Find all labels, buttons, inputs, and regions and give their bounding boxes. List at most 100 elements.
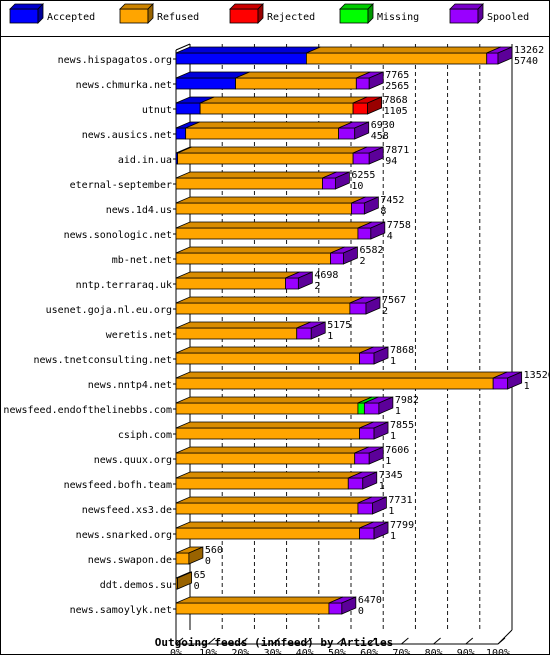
bar-top-refused xyxy=(175,271,300,279)
data-label-count: 458 xyxy=(371,131,389,142)
legend-swatch xyxy=(9,8,39,24)
x-tick-mark xyxy=(497,637,506,645)
data-label-total: 7758 xyxy=(387,220,411,231)
x-tick-mark xyxy=(175,637,184,645)
data-label-total: 7799 xyxy=(390,520,414,531)
data-label-total: 6930 xyxy=(371,120,395,131)
data-label-count: 0 xyxy=(358,606,364,617)
bar-side xyxy=(365,296,381,315)
x-tick-label: 60% xyxy=(360,648,378,655)
data-label-total: 6582 xyxy=(359,245,383,256)
data-label-count: 1 xyxy=(390,531,396,542)
bar-top-refused xyxy=(175,296,365,304)
bar-segment-spooled xyxy=(349,302,367,315)
data-label-total: 7868 xyxy=(384,95,408,106)
bar-side xyxy=(373,346,389,365)
bar-side xyxy=(343,246,358,265)
legend-swatch-top xyxy=(229,3,264,10)
bar-top-refused xyxy=(185,121,353,129)
bar-segment-refused xyxy=(175,327,298,340)
bar-segment-accepted xyxy=(175,102,201,115)
data-label-total: 7868 xyxy=(390,345,414,356)
bar-top-refused xyxy=(175,371,508,379)
data-label-count: 4 xyxy=(387,231,393,242)
bar-segment-spooled xyxy=(328,602,343,615)
x-tick-label: 80% xyxy=(425,648,443,655)
bar-segment-missing xyxy=(357,402,365,415)
data-label-count: 2 xyxy=(359,256,365,267)
x-tick-mark xyxy=(336,637,345,645)
legend-swatch xyxy=(119,8,149,24)
category-label: usenet.goja.nl.eu.org xyxy=(46,305,172,316)
bar-segment-refused xyxy=(175,377,494,390)
bar-side xyxy=(177,571,193,590)
bar-segment-spooled xyxy=(492,377,509,390)
bar-side xyxy=(297,271,313,290)
legend-swatch-top xyxy=(9,3,44,10)
bar-segment-spooled xyxy=(347,477,364,490)
data-label-count: 94 xyxy=(385,156,397,167)
bar-segment-refused xyxy=(175,602,330,615)
bar-top-refused xyxy=(175,396,373,404)
bar-side xyxy=(188,546,204,565)
legend-label-accepted: Accepted xyxy=(47,12,95,23)
legend-label-rejected: Rejected xyxy=(267,12,315,23)
legend-swatch-side xyxy=(147,3,154,24)
legend-item-refused: Refused xyxy=(119,3,199,24)
bar-segment-spooled xyxy=(357,502,373,515)
legend-swatch xyxy=(339,8,369,24)
bar-segment-spooled xyxy=(357,227,372,240)
bar-side xyxy=(373,521,389,540)
bar-top-refused xyxy=(175,221,373,229)
bar-side xyxy=(341,596,357,615)
bar-segment-refused xyxy=(175,177,323,190)
category-label: news.swapon.de xyxy=(88,555,172,566)
data-label-count: 1105 xyxy=(384,106,408,117)
category-label: newsfeed.bofh.team xyxy=(64,480,172,491)
data-label-total: 13526 xyxy=(524,370,550,381)
bar-segment-spooled xyxy=(351,202,365,215)
bar-side xyxy=(368,71,384,90)
data-label-total: 6255 xyxy=(351,170,375,181)
bar-segment-refused xyxy=(175,452,356,465)
legend-swatch-top xyxy=(449,3,484,10)
category-label: news.snarked.org xyxy=(76,530,172,541)
data-label-count: 10 xyxy=(351,181,363,192)
data-label-total: 65 xyxy=(194,570,206,581)
bar-segment-refused xyxy=(175,302,351,315)
data-label-total: 4698 xyxy=(314,270,338,281)
bar-segment-spooled xyxy=(352,152,370,165)
bar-top-refused xyxy=(175,496,373,504)
bar-side xyxy=(507,371,523,390)
x-tick-label: 70% xyxy=(392,648,410,655)
data-label-total: 7606 xyxy=(385,445,409,456)
bar-segment-refused xyxy=(199,102,354,115)
legend-swatch-top xyxy=(339,3,374,10)
data-label-count: 2 xyxy=(382,306,388,317)
bar-segment-refused xyxy=(175,352,360,365)
x-tick-mark xyxy=(304,637,313,645)
legend-item-rejected: Rejected xyxy=(229,3,315,24)
bar-segment-spooled xyxy=(486,52,499,65)
bar-side xyxy=(378,396,394,415)
x-tick-label: 10% xyxy=(199,648,217,655)
category-label: news.1d4.us xyxy=(106,205,172,216)
bar-top-refused xyxy=(175,171,337,179)
bar-top-refused xyxy=(175,521,374,529)
bar-top-refused xyxy=(175,446,369,454)
data-label-total: 7855 xyxy=(390,420,414,431)
legend-swatch-side xyxy=(477,3,484,24)
data-label-count: 0 xyxy=(194,581,200,592)
legend-label-spooled: Spooled xyxy=(487,12,529,23)
bar-segment-refused xyxy=(175,552,190,565)
legend-swatch-side xyxy=(37,3,44,24)
